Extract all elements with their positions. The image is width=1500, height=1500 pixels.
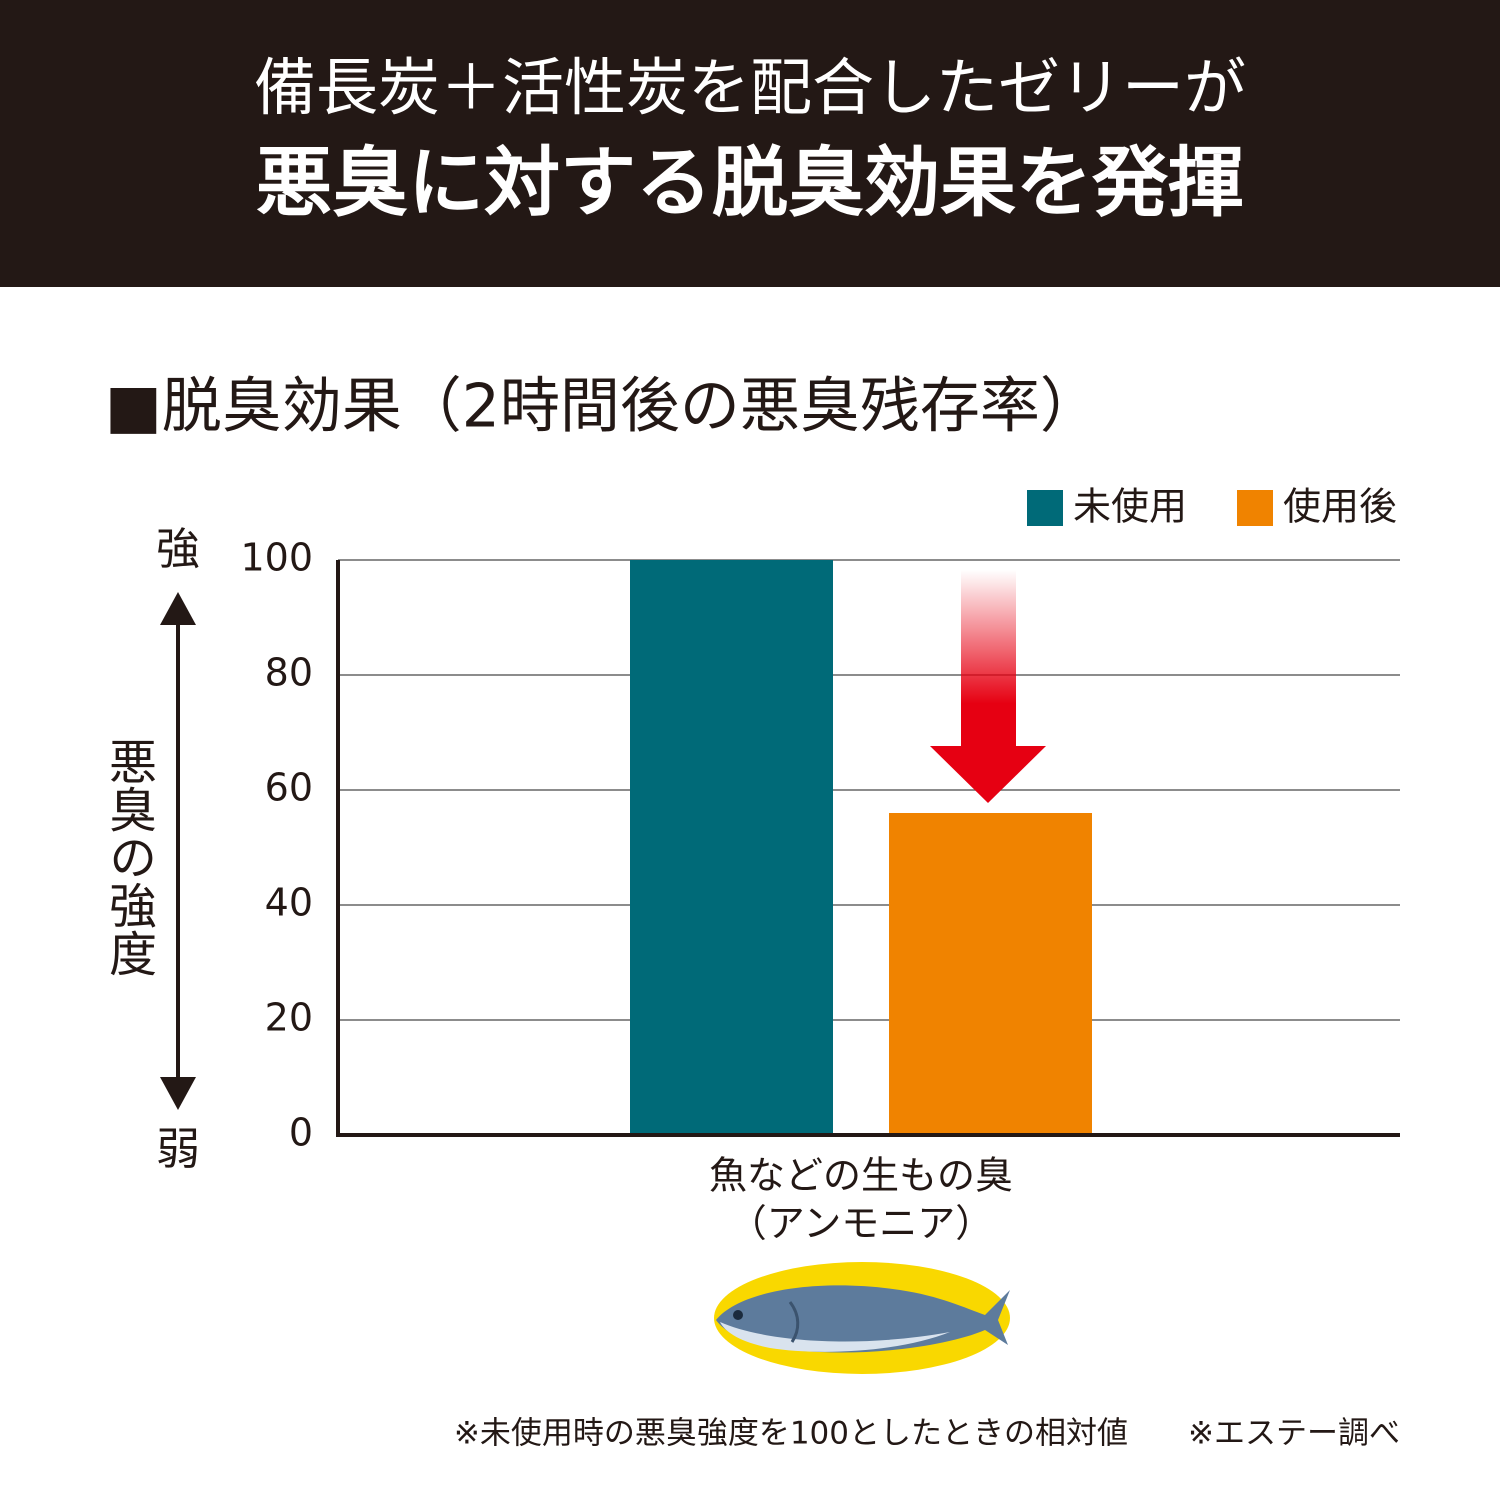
legend-label: 未使用: [1073, 485, 1187, 529]
y-tick-label: 40: [265, 881, 313, 925]
y-low-label: 弱: [156, 1124, 200, 1175]
y-tick-label: 100: [240, 536, 313, 580]
x-tick-label: （アンモニア）: [729, 1202, 993, 1246]
footnote: ※エステー調べ: [1188, 1416, 1400, 1452]
legend-swatch: [1027, 490, 1063, 526]
y-tick-label: 20: [265, 996, 313, 1040]
x-tick-label: 魚などの生もの臭: [709, 1154, 1013, 1198]
fish-illustration: [714, 1262, 1010, 1374]
header-line: 悪臭に対する脱臭効果を発揮: [256, 138, 1244, 227]
footnote: ※未使用時の悪臭強度を100としたときの相対値: [454, 1416, 1128, 1452]
header-bg: [0, 0, 1500, 287]
legend-swatch: [1237, 490, 1273, 526]
legend-label: 使用後: [1283, 485, 1397, 529]
y-tick-label: 60: [265, 766, 313, 810]
bar: [889, 813, 1092, 1135]
chart-title: ■脱臭効果（2時間後の悪臭残存率）: [105, 372, 1100, 442]
y-high-label: 強: [156, 524, 200, 575]
decrease-arrow: [930, 570, 1046, 803]
y-axis-label: 悪臭の強度: [100, 737, 156, 977]
y-tick-label: 0: [289, 1111, 313, 1155]
header-line: 備長炭＋活性炭を配合したゼリーが: [254, 51, 1246, 124]
bar: [630, 560, 833, 1135]
strength-arrow: [160, 592, 196, 1110]
y-tick-label: 80: [265, 651, 313, 695]
